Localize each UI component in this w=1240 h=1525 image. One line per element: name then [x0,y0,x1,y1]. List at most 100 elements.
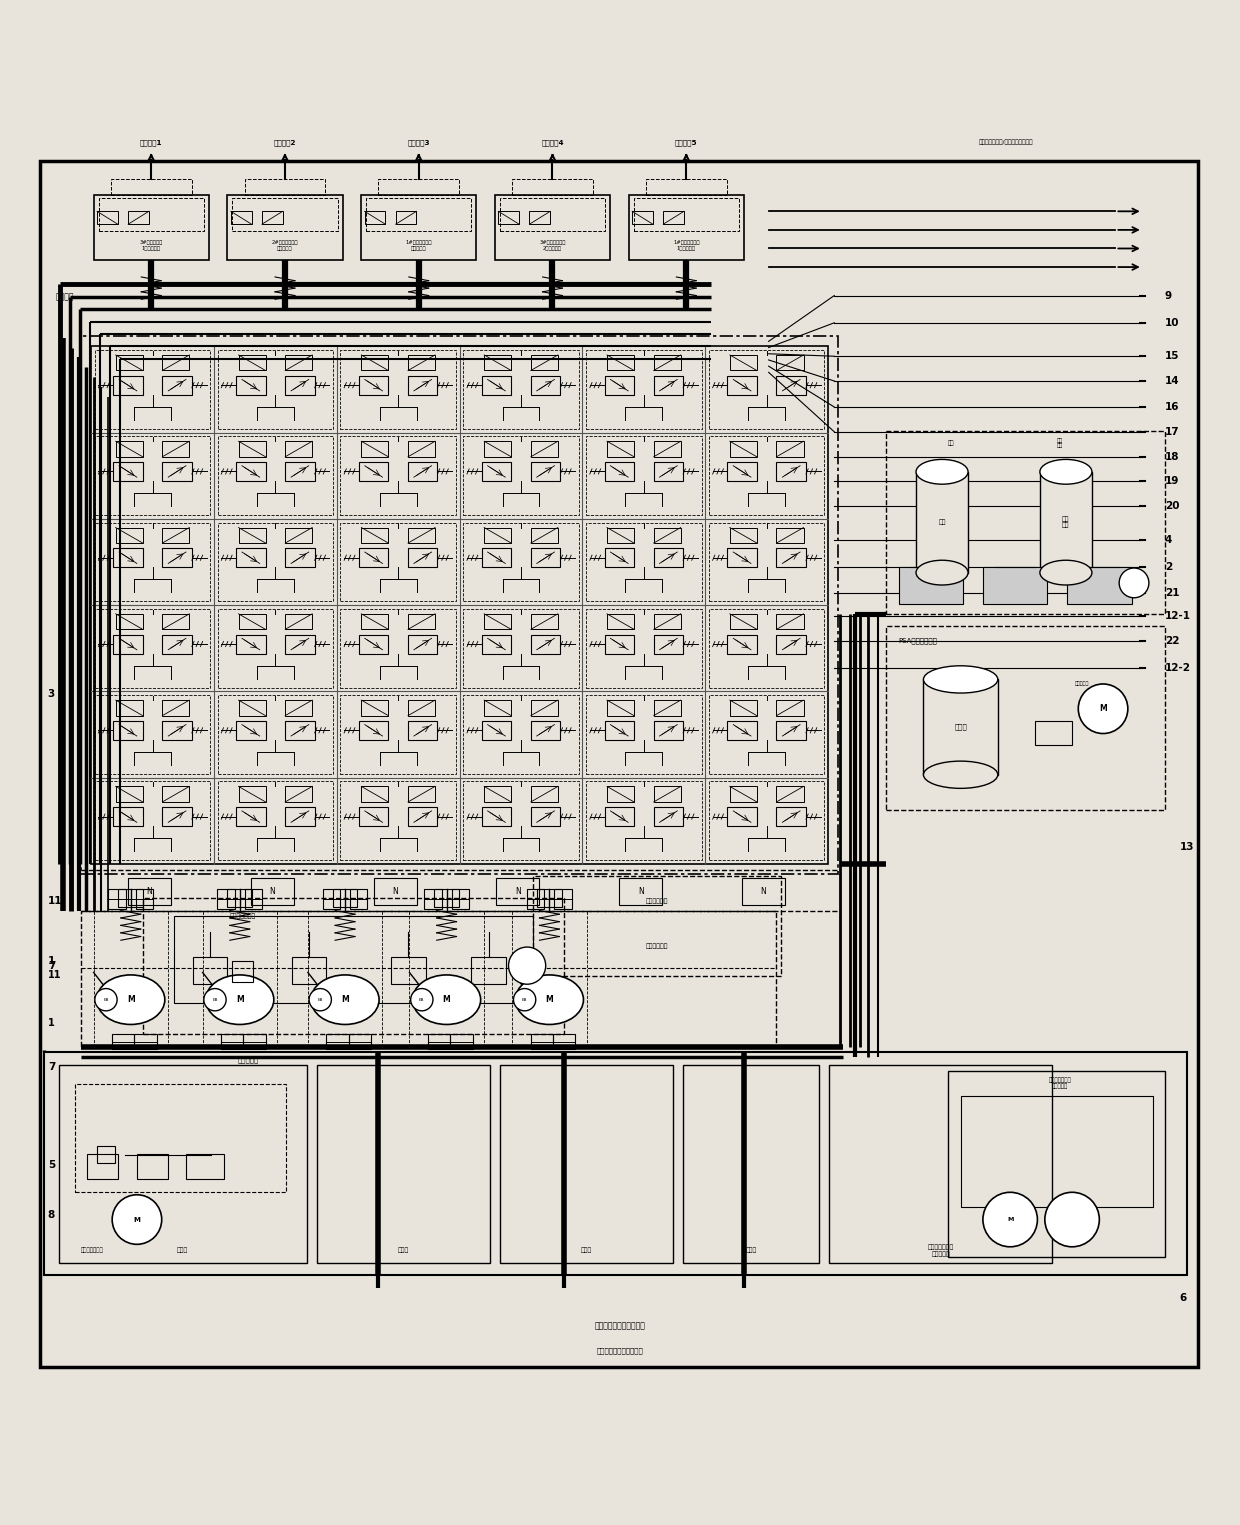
Bar [285,700,312,715]
Bar [776,549,806,567]
Bar [481,807,511,827]
Bar [531,375,560,395]
Bar [94,436,211,515]
Circle shape [1120,567,1149,598]
Bar [776,462,806,480]
Bar [236,549,265,567]
Text: 18: 18 [1166,451,1179,462]
Bar [653,375,683,395]
Bar [464,781,579,860]
Bar [341,351,456,429]
Ellipse shape [311,974,379,1025]
Bar [128,212,149,224]
Bar [653,462,683,480]
Bar [365,212,386,224]
Text: 22: 22 [1166,636,1179,647]
Bar [361,615,388,630]
Bar [361,528,388,543]
Text: M: M [341,996,348,1003]
Bar [115,615,143,630]
Text: 1#液缸液压主注
1塑胶控制阀: 1#液缸液压主注 1塑胶控制阀 [673,239,699,250]
Bar [709,695,825,775]
Bar [531,807,560,827]
Bar [218,523,334,601]
Bar [949,1071,1166,1257]
Bar [408,549,438,567]
Text: 15: 15 [1166,351,1179,361]
Bar [730,355,756,371]
Bar [81,337,838,874]
Bar [464,695,579,775]
Bar [776,700,804,715]
Bar [81,910,776,1048]
Text: 气体压缩机: 气体压缩机 [1075,682,1089,686]
Bar [728,807,756,827]
Bar [608,700,634,715]
Bar [553,1034,575,1049]
Bar [830,1064,1053,1263]
Bar [350,889,367,909]
Bar [227,195,342,259]
Bar [531,787,558,802]
Bar [533,877,781,976]
Ellipse shape [206,974,274,1025]
Circle shape [112,1194,161,1244]
Bar [358,462,388,480]
Bar [496,878,539,904]
Bar [587,781,702,860]
Bar [135,889,153,909]
Bar [218,351,334,429]
Ellipse shape [410,988,433,1011]
Bar [531,634,560,654]
Bar [227,889,252,907]
Bar [608,615,634,630]
Bar [531,700,558,715]
Ellipse shape [1040,560,1092,586]
Bar [238,787,265,802]
Bar [484,700,511,715]
Bar [162,615,190,630]
Ellipse shape [916,459,968,483]
Bar [285,787,312,802]
Bar [428,1034,450,1049]
Bar [243,1034,265,1049]
Text: 气氮
氮气: 气氮 氮气 [1056,438,1063,448]
Bar [408,807,438,827]
Bar [192,958,227,984]
Text: 17: 17 [1166,427,1179,436]
Bar [653,721,683,740]
Text: M: M [443,996,450,1003]
Bar [45,1052,1187,1275]
Bar [285,615,312,630]
Bar [358,634,388,654]
Bar [464,523,579,601]
Bar [341,523,456,601]
Bar [262,212,283,224]
Bar [605,462,634,480]
Bar [484,355,511,371]
Text: 液氮: 液氮 [949,441,955,445]
Bar [231,212,252,224]
Text: 液氮: 液氮 [939,520,946,525]
Bar [484,441,511,458]
Circle shape [1045,1193,1100,1247]
Bar [683,1064,820,1263]
Bar [285,528,312,543]
Bar [653,441,681,458]
Text: 14: 14 [1166,377,1179,386]
Bar [481,634,511,654]
Bar [554,889,572,909]
Bar [238,700,265,715]
Bar [221,1034,243,1049]
Bar [608,787,634,802]
Bar [481,462,511,480]
Text: 11: 11 [48,897,62,906]
Bar [162,700,190,715]
Bar [162,549,192,567]
Bar [341,436,456,515]
Bar [162,787,190,802]
Bar [162,355,190,371]
Bar [653,355,681,371]
Bar [93,195,208,259]
Bar [115,441,143,458]
